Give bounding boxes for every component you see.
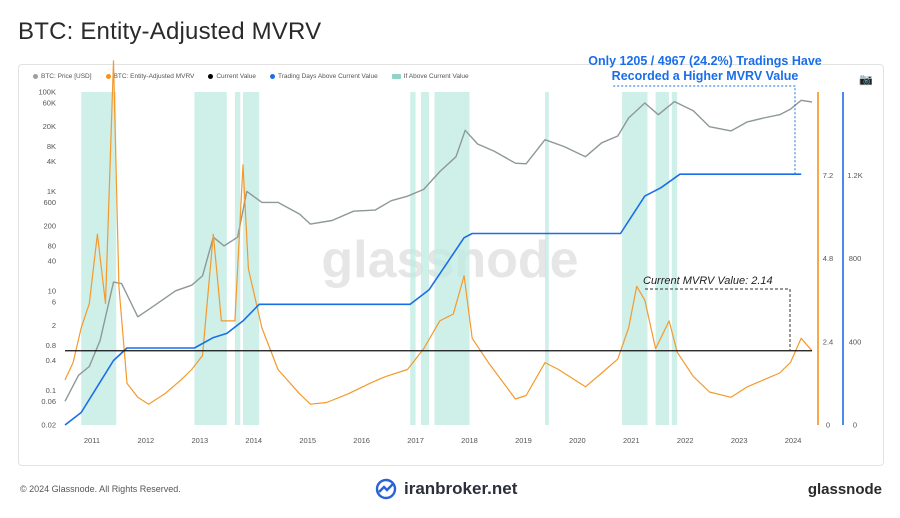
price-axis-tick: 0.4 <box>46 356 56 365</box>
current-value-leader <box>645 288 791 351</box>
price-axis-tick: 1K <box>47 187 56 196</box>
legend-item-current[interactable]: Current Value <box>208 73 256 80</box>
chart-legend: BTC: Price [USD] BTC: Entity-Adjusted MV… <box>33 73 469 80</box>
x-tick-label: 2024 <box>785 436 802 445</box>
days-axis-tick: 400 <box>849 337 862 346</box>
price-axis-tick: 100K <box>38 88 56 97</box>
page-title: BTC: Entity-Adjusted MVRV <box>18 18 322 45</box>
mvrv-axis-tick: 2.4 <box>823 337 833 346</box>
price-axis-tick: 40 <box>48 256 56 265</box>
annotation-current-value: Current MVRV Value: 2.14 <box>643 275 773 287</box>
annotation-days-above: Only 1205 / 4967 (24.2%) Tradings Have R… <box>588 54 822 83</box>
legend-marker-shade <box>391 74 401 79</box>
legend-marker-price <box>33 74 38 79</box>
legend-label-days: Trading Days Above Current Value <box>277 73 378 80</box>
price-axis-tick: 10 <box>48 286 56 295</box>
days-axis-tick: 0 <box>853 421 857 430</box>
series <box>64 60 813 426</box>
shaded-region <box>622 92 648 425</box>
camera-icon[interactable]: 📷 <box>859 74 873 86</box>
price-axis-tick: 0.8 <box>46 341 56 350</box>
days-axis-tick: 1.2K <box>847 171 862 180</box>
days-axis-tick: 800 <box>849 254 862 263</box>
x-tick-label: 2018 <box>461 436 478 445</box>
iranbroker-brand: iranbroker.net <box>374 478 517 500</box>
iranbroker-logo-icon <box>375 478 397 500</box>
legend-item-mvrv[interactable]: BTC: Entity-Adjusted MVRV <box>105 73 195 80</box>
legend-marker-mvrv <box>105 74 111 79</box>
shaded-region <box>420 92 430 425</box>
x-tick-label: 2015 <box>299 436 316 445</box>
x-tick-label: 2022 <box>677 436 694 445</box>
price-line <box>64 99 813 402</box>
annotations: Current MVRV Value: 2.14 <box>612 85 796 351</box>
price-axis-tick: 60K <box>43 99 56 108</box>
glassnode-logo: glassnode <box>807 481 882 498</box>
mvrv-axis-tick: 7.2 <box>823 171 833 180</box>
price-axis-tick: 2 <box>52 321 56 330</box>
x-tick-label: 2012 <box>138 436 155 445</box>
shaded-region <box>545 92 549 425</box>
price-axis-tick: 8K <box>47 142 56 151</box>
iranbroker-text: iranbroker.net <box>404 479 518 498</box>
copyright: © 2024 Glassnode. All Rights Reserved. <box>20 484 181 494</box>
legend-marker-days <box>269 74 275 79</box>
days-above-line <box>64 173 802 426</box>
legend-marker-current <box>208 74 214 79</box>
shaded-region <box>434 92 470 425</box>
price-axis-tick: 4K <box>47 157 56 166</box>
price-axis-tick: 80 <box>48 241 56 250</box>
x-tick-label: 2016 <box>353 436 370 445</box>
shaded-region <box>410 92 416 425</box>
x-tick-label: 2013 <box>191 436 208 445</box>
x-tick-label: 2011 <box>84 436 100 445</box>
shaded-region <box>242 92 260 425</box>
price-axis-tick: 0.1 <box>46 386 56 395</box>
x-tick-label: 2023 <box>731 436 748 445</box>
days-annotation-leader <box>612 85 796 175</box>
axes: 2011 2012 2013 2014 2015 2016 2017 2018 2019 2020… <box>38 88 862 446</box>
price-axis-tick: 0.06 <box>41 397 56 406</box>
shaded-region <box>671 92 678 425</box>
x-tick-label: 2019 <box>515 436 532 445</box>
price-axis-tick: 20K <box>43 122 56 131</box>
x-tick-label: 2017 <box>407 436 424 445</box>
legend-label-mvrv: BTC: Entity-Adjusted MVRV <box>113 73 195 80</box>
legend-label-shade: If Above Current Value <box>403 73 469 80</box>
legend-label-current: Current Value <box>216 73 256 80</box>
mvrv-axis-tick: 4.8 <box>823 254 833 263</box>
legend-label-price: BTC: Price [USD] <box>41 73 92 80</box>
x-tick-label: 2020 <box>569 436 586 445</box>
price-axis-tick: 600 <box>43 198 56 207</box>
price-axis-tick: 200 <box>43 222 56 231</box>
x-tick-label: 2021 <box>623 436 640 445</box>
mvrv-axis-tick: 0 <box>826 421 830 430</box>
x-tick-label: 2014 <box>245 436 262 445</box>
price-axis-tick: 6 <box>52 297 56 306</box>
price-axis-tick: 0.02 <box>41 421 56 430</box>
shaded-region <box>655 92 670 425</box>
legend-item-shade[interactable]: If Above Current Value <box>391 73 469 80</box>
legend-item-days[interactable]: Trading Days Above Current Value <box>269 73 378 80</box>
mvrv-line <box>64 60 813 405</box>
legend-item-price[interactable]: BTC: Price [USD] <box>33 73 92 80</box>
